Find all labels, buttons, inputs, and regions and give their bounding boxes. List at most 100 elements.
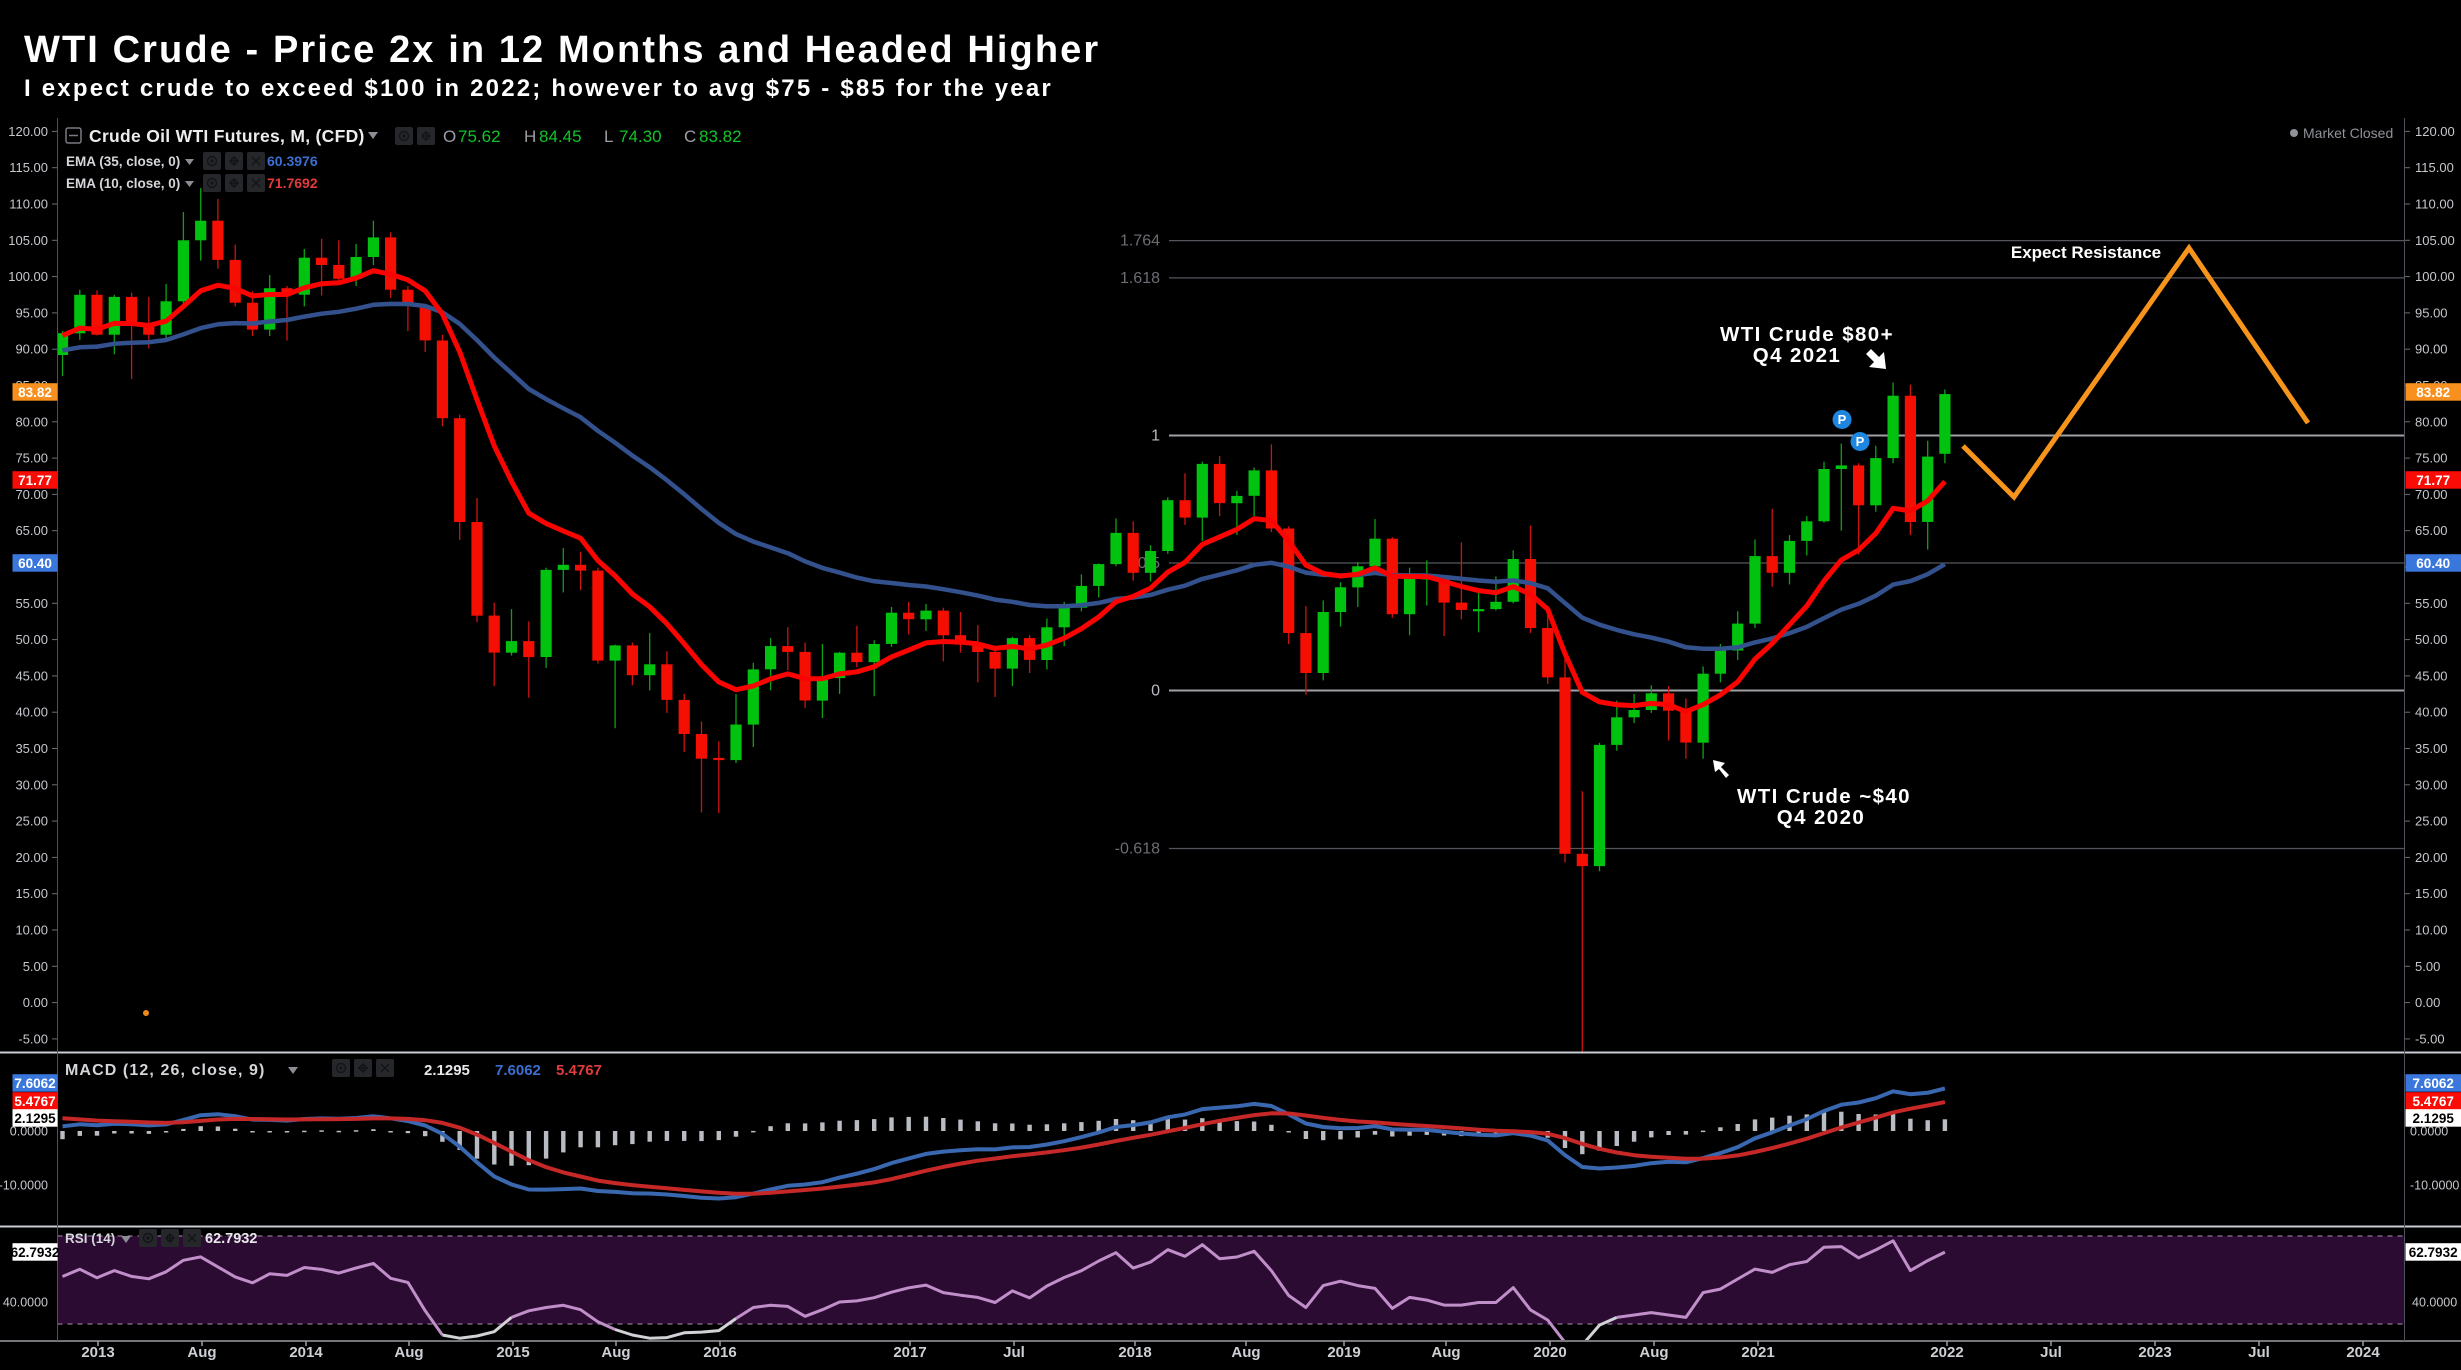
svg-text:P: P bbox=[1856, 434, 1865, 449]
svg-text:EMA (35, close, 0): EMA (35, close, 0) bbox=[66, 154, 180, 169]
svg-text:83.82: 83.82 bbox=[699, 127, 742, 146]
svg-text:Aug: Aug bbox=[394, 1344, 423, 1361]
svg-text:62.7932: 62.7932 bbox=[205, 1231, 257, 1247]
svg-text:2015: 2015 bbox=[496, 1344, 529, 1361]
svg-text:I expect crude to exceed $100: I expect crude to exceed $100 in 2022; h… bbox=[24, 75, 1053, 102]
svg-text:60.40: 60.40 bbox=[18, 556, 52, 571]
svg-text:7.6062: 7.6062 bbox=[495, 1062, 541, 1079]
svg-text:35.00: 35.00 bbox=[15, 741, 48, 756]
svg-text:20.00: 20.00 bbox=[2415, 850, 2448, 865]
svg-text:15.00: 15.00 bbox=[15, 886, 48, 901]
svg-text:2017: 2017 bbox=[893, 1344, 926, 1361]
svg-text:WTI Crude $80+: WTI Crude $80+ bbox=[1720, 323, 1894, 346]
svg-text:65.00: 65.00 bbox=[15, 523, 48, 538]
svg-text:5.4767: 5.4767 bbox=[556, 1062, 602, 1079]
svg-text:10.00: 10.00 bbox=[2415, 923, 2448, 938]
svg-text:2013: 2013 bbox=[81, 1344, 114, 1361]
svg-text:1: 1 bbox=[1151, 428, 1160, 445]
svg-text:105.00: 105.00 bbox=[8, 233, 48, 248]
svg-text:40.00: 40.00 bbox=[2415, 705, 2448, 720]
svg-text:15.00: 15.00 bbox=[2415, 886, 2448, 901]
svg-text:120.00: 120.00 bbox=[2415, 124, 2455, 139]
svg-text:2023: 2023 bbox=[2138, 1344, 2171, 1361]
svg-text:Expect Resistance: Expect Resistance bbox=[2011, 243, 2161, 262]
svg-text:5.4767: 5.4767 bbox=[2413, 1094, 2454, 1109]
svg-text:WTI Crude - Price 2x in 12 Mon: WTI Crude - Price 2x in 12 Months and He… bbox=[24, 29, 1100, 71]
svg-text:O: O bbox=[443, 127, 456, 146]
svg-text:90.00: 90.00 bbox=[2415, 342, 2448, 357]
svg-text:Aug: Aug bbox=[1639, 1344, 1668, 1361]
svg-text:100.00: 100.00 bbox=[8, 269, 48, 284]
svg-text:62.7932: 62.7932 bbox=[2409, 1245, 2458, 1260]
svg-text:0.00: 0.00 bbox=[23, 995, 48, 1010]
svg-text:2024: 2024 bbox=[2346, 1344, 2380, 1361]
svg-text:75.00: 75.00 bbox=[15, 451, 48, 466]
svg-text:105.00: 105.00 bbox=[2415, 233, 2455, 248]
svg-text:80.00: 80.00 bbox=[15, 414, 48, 429]
svg-text:Jul: Jul bbox=[1003, 1344, 1025, 1361]
svg-text:10.00: 10.00 bbox=[15, 923, 48, 938]
svg-text:2.1295: 2.1295 bbox=[14, 1111, 56, 1126]
svg-text:Aug: Aug bbox=[187, 1344, 216, 1361]
svg-text:-5.00: -5.00 bbox=[18, 1031, 48, 1046]
svg-text:55.00: 55.00 bbox=[15, 596, 48, 611]
svg-text:62.7932: 62.7932 bbox=[11, 1245, 60, 1260]
svg-text:Crude Oil WTI Futures, M, (CFD: Crude Oil WTI Futures, M, (CFD) bbox=[89, 126, 365, 146]
svg-text:71.77: 71.77 bbox=[18, 473, 52, 488]
svg-text:25.00: 25.00 bbox=[15, 814, 48, 829]
svg-text:P: P bbox=[1838, 412, 1847, 427]
svg-text:60.3976: 60.3976 bbox=[267, 153, 318, 169]
svg-text:25.00: 25.00 bbox=[2415, 814, 2448, 829]
svg-text:H: H bbox=[524, 127, 536, 146]
svg-text:2016: 2016 bbox=[703, 1344, 736, 1361]
svg-text:Market Closed: Market Closed bbox=[2303, 125, 2393, 141]
svg-text:30.00: 30.00 bbox=[2415, 777, 2448, 792]
svg-text:110.00: 110.00 bbox=[2415, 197, 2454, 212]
svg-text:35.00: 35.00 bbox=[2415, 741, 2448, 756]
svg-text:40.0000: 40.0000 bbox=[3, 1296, 48, 1310]
svg-text:Q4 2020: Q4 2020 bbox=[1777, 806, 1865, 829]
svg-text:7.6062: 7.6062 bbox=[2413, 1076, 2454, 1091]
svg-text:2022: 2022 bbox=[1930, 1344, 1963, 1361]
svg-text:2021: 2021 bbox=[1741, 1344, 1774, 1361]
svg-text:71.77: 71.77 bbox=[2416, 473, 2450, 488]
svg-text:MACD (12, 26, close, 9): MACD (12, 26, close, 9) bbox=[65, 1062, 265, 1079]
svg-text:110.00: 110.00 bbox=[9, 197, 48, 212]
svg-text:Jul: Jul bbox=[2040, 1344, 2062, 1361]
svg-text:2.1295: 2.1295 bbox=[2413, 1111, 2455, 1126]
svg-text:120.00: 120.00 bbox=[8, 124, 48, 139]
svg-text:40.0000: 40.0000 bbox=[2412, 1296, 2457, 1310]
svg-text:C: C bbox=[684, 127, 696, 146]
svg-text:2019: 2019 bbox=[1327, 1344, 1360, 1361]
svg-text:83.82: 83.82 bbox=[18, 385, 52, 400]
svg-text:2018: 2018 bbox=[1118, 1344, 1151, 1361]
svg-text:WTI Crude ~$40: WTI Crude ~$40 bbox=[1737, 785, 1911, 808]
svg-text:1.618: 1.618 bbox=[1120, 270, 1160, 287]
svg-text:95.00: 95.00 bbox=[15, 305, 48, 320]
svg-text:EMA (10, close, 0): EMA (10, close, 0) bbox=[66, 176, 180, 191]
svg-text:5.4767: 5.4767 bbox=[14, 1094, 55, 1109]
svg-text:-0.618: -0.618 bbox=[1115, 841, 1160, 858]
svg-text:Jul: Jul bbox=[2248, 1344, 2270, 1361]
svg-text:7.6062: 7.6062 bbox=[14, 1076, 55, 1091]
svg-text:60.40: 60.40 bbox=[2416, 556, 2450, 571]
svg-text:30.00: 30.00 bbox=[15, 777, 48, 792]
svg-text:75.62: 75.62 bbox=[458, 127, 501, 146]
svg-text:0: 0 bbox=[1151, 683, 1160, 700]
svg-text:45.00: 45.00 bbox=[2415, 668, 2448, 683]
svg-text:1.764: 1.764 bbox=[1120, 233, 1160, 250]
svg-text:75.00: 75.00 bbox=[2415, 451, 2448, 466]
svg-text:-10.0000: -10.0000 bbox=[0, 1178, 48, 1192]
svg-text:Aug: Aug bbox=[601, 1344, 630, 1361]
svg-text:70.00: 70.00 bbox=[2415, 487, 2448, 502]
svg-text:84.45: 84.45 bbox=[539, 127, 582, 146]
svg-text:40.00: 40.00 bbox=[15, 705, 48, 720]
svg-text:45.00: 45.00 bbox=[15, 668, 48, 683]
svg-text:L: L bbox=[604, 127, 613, 146]
svg-text:55.00: 55.00 bbox=[2415, 596, 2448, 611]
svg-text:83.82: 83.82 bbox=[2416, 385, 2450, 400]
svg-text:115.00: 115.00 bbox=[9, 160, 48, 175]
svg-text:Aug: Aug bbox=[1231, 1344, 1260, 1361]
svg-text:74.30: 74.30 bbox=[619, 127, 662, 146]
svg-text:RSI (14): RSI (14) bbox=[65, 1231, 115, 1246]
